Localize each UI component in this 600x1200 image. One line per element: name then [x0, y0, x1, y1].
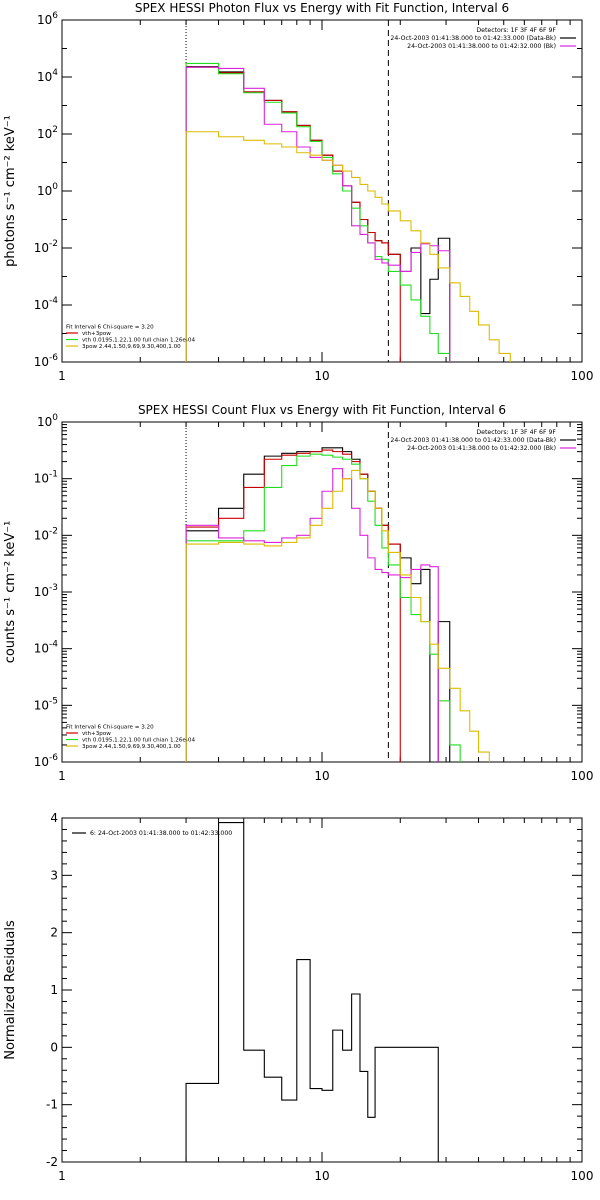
y-tick-label: 10-6	[34, 753, 59, 769]
series-line-3	[185, 62, 451, 362]
series-line-5	[185, 131, 511, 362]
legend-entry: Fit Interval 6 Chi-square = 3.20	[66, 325, 154, 331]
x-tick-label: 100	[571, 1169, 594, 1183]
series-line-4	[185, 66, 451, 362]
y-axis-label: photons s⁻¹ cm⁻² keV⁻¹	[3, 115, 18, 267]
y-tick-label: 10-3	[34, 583, 58, 599]
y-tick-label: 100	[37, 413, 58, 429]
y-tick-label: 10-4	[34, 640, 59, 656]
series-line-2	[185, 66, 401, 362]
x-tick-label: 10	[314, 369, 329, 383]
chart-1: 1 10 100 10-6 10-4 10-2 100 102 104 106 SPEX HESSI…	[3, 1, 593, 383]
x-tick-label: 1	[58, 369, 66, 383]
y-tick-label: -2	[46, 1155, 58, 1169]
y-tick-label: 104	[37, 68, 58, 84]
chart-title: SPEX HESSI Photon Flux vs Energy with Fi…	[135, 1, 509, 15]
y-tick-label: 106	[37, 11, 58, 27]
legend-entry: 3pow 2.44,1.50,9.69,9.30,400,1.00	[82, 344, 181, 350]
series-line-1	[185, 822, 439, 1162]
x-tick-label: 100	[571, 369, 594, 383]
x-tick-label: 1	[58, 1169, 66, 1183]
y-tick-label: 10-2	[34, 526, 58, 542]
legend-entry: Detectors: 1F 3F 4F 6F 9F	[476, 429, 556, 436]
legend-entry: vth+3pow	[82, 331, 111, 337]
y-tick-label: 2	[50, 926, 58, 940]
x-tick-label: 1	[58, 769, 66, 783]
plot-frame	[61, 817, 583, 1163]
y-tick-label: -1	[46, 1098, 58, 1112]
y-tick-label: 4	[50, 811, 58, 825]
y-tick-label: 1	[50, 983, 58, 997]
series-line-1	[185, 66, 451, 362]
plot-frame	[61, 421, 583, 763]
y-axis-label: counts s⁻¹ cm⁻² keV⁻¹	[3, 521, 18, 664]
legend-entry: 3pow 2.44,1.50,9.69,9.30,400,1.00	[82, 744, 181, 750]
legend-entry: 24-Oct-2003 01:41:38.000 to 01:42:32.000…	[407, 43, 556, 50]
legend-entry: 24-Oct-2003 01:41:38.000 to 01:42:33.000…	[390, 35, 556, 42]
plot-frame	[61, 19, 583, 363]
legend-entry: 24-Oct-2003 01:41:38.000 to 01:42:32.000…	[407, 445, 556, 452]
chart-3: 1 10 100 -2 -1 0 1 2 3 4 Normalized Residuals 6: 24…	[3, 811, 594, 1183]
y-tick-label: 10-4	[34, 296, 59, 312]
legend-entry: Detectors: 1F 3F 4F 6F 9F	[476, 27, 556, 34]
y-tick-label: 0	[50, 1040, 58, 1054]
x-tick-label: 10	[314, 769, 329, 783]
y-tick-label: 10-1	[34, 470, 58, 486]
series-line-4	[185, 468, 439, 762]
chart-title: SPEX HESSI Count Flux vs Energy with Fit…	[138, 403, 506, 417]
series-line-3	[185, 453, 461, 762]
y-tick-label: 102	[37, 125, 58, 141]
legend-entry: vth 0.0195,1.22,1.00 full chian 1.26e-04	[82, 338, 195, 344]
legend-entry: vth 0.0195,1.22,1.00 full chian 1.26e-04	[82, 738, 195, 744]
legend-entry: 24-Oct-2003 01:41:38.000 to 01:42:33.000…	[390, 437, 556, 444]
legend-entry: Fit Interval 6 Chi-square = 3.20	[66, 725, 154, 731]
y-tick-label: 3	[50, 868, 58, 882]
series-line-1	[185, 447, 451, 762]
x-tick-label: 10	[314, 1169, 329, 1183]
y-tick-label: 10-5	[34, 696, 58, 712]
y-tick-label: 10-2	[34, 239, 58, 255]
y-tick-label: 100	[37, 182, 58, 198]
y-tick-label: 10-6	[34, 353, 59, 369]
x-tick-label: 100	[571, 769, 594, 783]
legend-entry: vth+3pow	[82, 731, 111, 737]
chart-2: 1 10 100 10-6 10-5 10-4 10-3 10-2 10-1 100 SPEX HE…	[3, 403, 593, 783]
series-line-5	[185, 469, 490, 762]
y-axis-label: Normalized Residuals	[3, 920, 18, 1060]
legend-entry: 6: 24-Oct-2003 01:41:38.000 to 01:42:33.…	[90, 830, 232, 837]
